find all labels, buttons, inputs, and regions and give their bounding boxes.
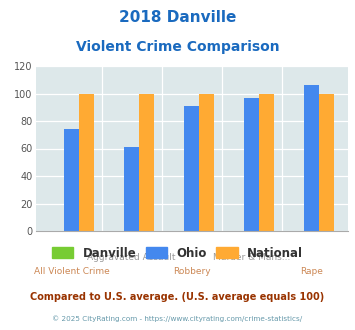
Text: Rape: Rape — [300, 267, 323, 276]
Bar — [199, 93, 214, 231]
Text: Aggravated Assault: Aggravated Assault — [87, 253, 176, 262]
Bar — [320, 93, 334, 231]
Text: 2018 Danville: 2018 Danville — [119, 10, 236, 25]
Bar — [244, 98, 259, 231]
Bar — [64, 129, 79, 231]
Bar — [184, 106, 199, 231]
Text: Compared to U.S. average. (U.S. average equals 100): Compared to U.S. average. (U.S. average … — [31, 292, 324, 302]
Text: Violent Crime Comparison: Violent Crime Comparison — [76, 40, 279, 53]
Text: All Violent Crime: All Violent Crime — [34, 267, 109, 276]
Bar — [124, 147, 139, 231]
Text: © 2025 CityRating.com - https://www.cityrating.com/crime-statistics/: © 2025 CityRating.com - https://www.city… — [53, 315, 302, 322]
Text: Robbery: Robbery — [173, 267, 211, 276]
Legend: Danville, Ohio, National: Danville, Ohio, National — [48, 243, 307, 263]
Text: Murder & Mans...: Murder & Mans... — [213, 253, 290, 262]
Bar — [304, 85, 320, 231]
Bar — [139, 93, 154, 231]
Bar — [259, 93, 274, 231]
Bar — [79, 93, 94, 231]
